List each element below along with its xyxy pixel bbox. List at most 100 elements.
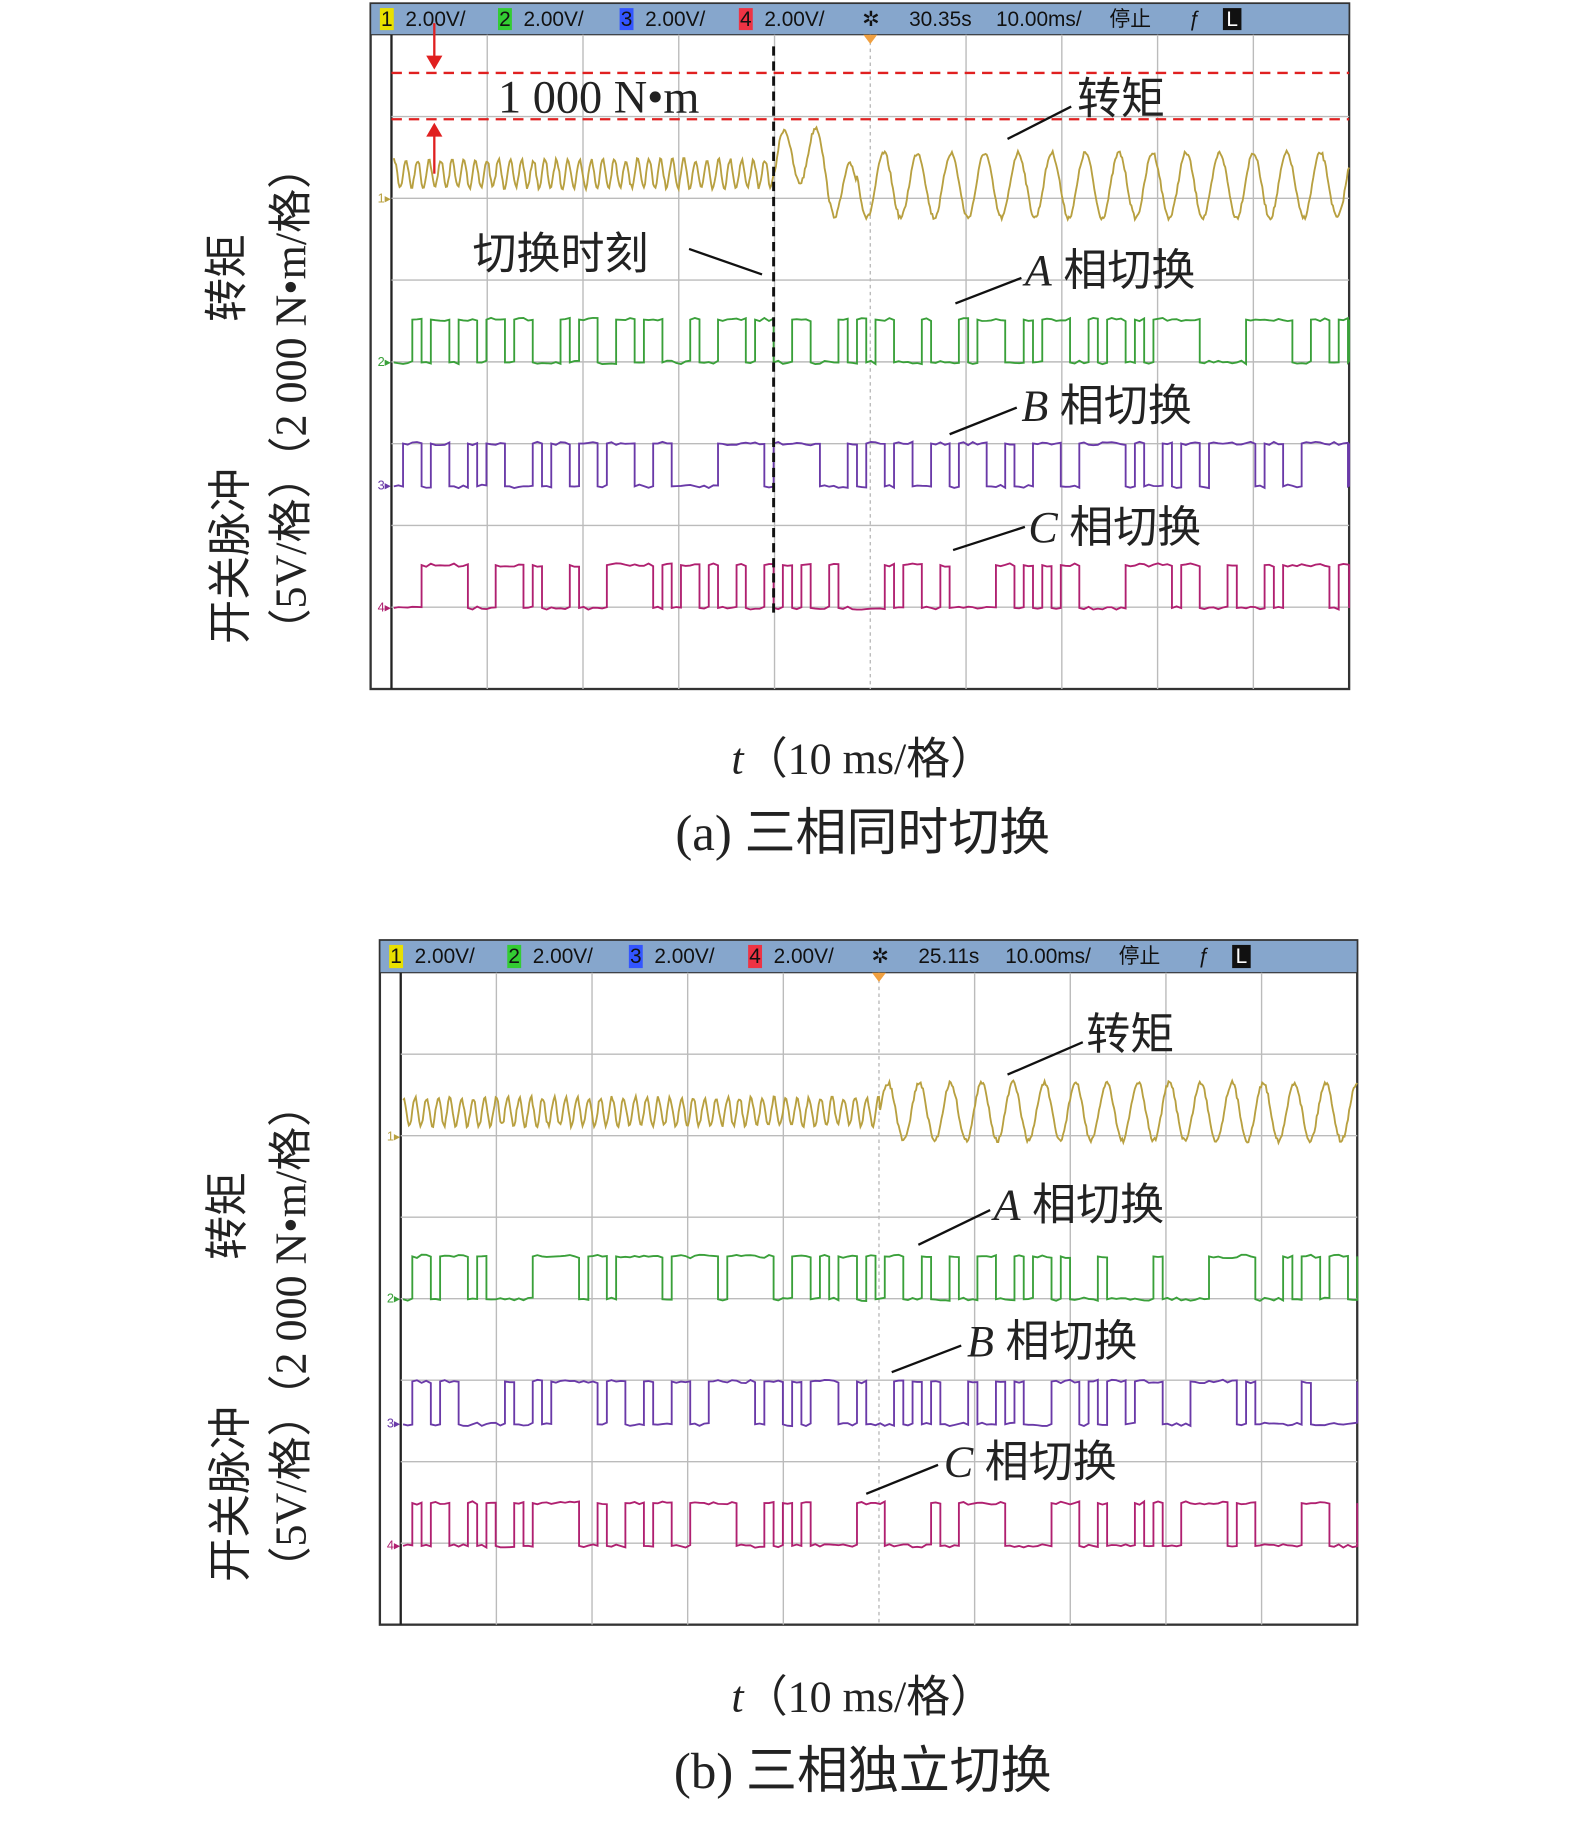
pulse-trace xyxy=(402,1378,1359,1428)
leader-line xyxy=(949,406,1018,436)
state: 停止 xyxy=(1119,945,1161,968)
arrow-head xyxy=(426,122,443,137)
leader-line xyxy=(954,276,1022,305)
channel-ref: 4▸ xyxy=(387,1537,401,1552)
timebase: 10.00ms/ xyxy=(1005,945,1091,968)
y-axis-label: 开关脉冲 xyxy=(206,1406,255,1582)
channel-scale: 2.00V/ xyxy=(764,8,824,31)
phase: B xyxy=(967,1317,994,1366)
screen xyxy=(369,2,1351,691)
trigger-edge: ƒ xyxy=(1197,945,1209,968)
channel-badge xyxy=(498,8,512,31)
channel-number: 3 xyxy=(630,945,642,968)
phase: A xyxy=(1022,246,1053,295)
y-axis-label: （2 000 N•m/格） xyxy=(266,1083,315,1419)
x-unit: （10 ms/格） xyxy=(744,1673,995,1722)
leader-line xyxy=(1007,1041,1084,1076)
annotation-text: 相切换 xyxy=(1063,246,1195,295)
annotation: 1 000 N•m xyxy=(498,72,699,123)
channel-ref: 3▸ xyxy=(387,1416,401,1431)
x-var: t xyxy=(731,735,745,784)
channel-badge xyxy=(389,944,404,969)
torque-trace xyxy=(402,1077,1358,1146)
torque-trace xyxy=(392,125,1350,223)
mode: L xyxy=(1226,8,1238,31)
annotation: C 相切换 xyxy=(944,1437,1117,1486)
acq-icon: ✲ xyxy=(862,8,879,31)
channel-scale: 2.00V/ xyxy=(654,945,714,968)
channel-badge xyxy=(507,944,522,969)
leader-line xyxy=(891,1344,962,1374)
pulse-trace xyxy=(393,440,1351,490)
annotation: 转矩 xyxy=(1077,74,1165,123)
trigger-marker xyxy=(872,972,886,982)
channel-number: 3 xyxy=(621,8,633,31)
y-axis-label: 转矩 xyxy=(203,1172,252,1260)
phase: B xyxy=(1021,381,1048,430)
leader-line xyxy=(952,525,1026,552)
channel-ref: 2▸ xyxy=(387,1291,401,1306)
caption: (a) 三相同时切换 xyxy=(675,806,1050,862)
channel-ref: 1▸ xyxy=(387,1129,401,1144)
caption: (b) 三相独立切换 xyxy=(674,1744,1052,1800)
y-axis-label: （2 000 N•m/格） xyxy=(266,145,315,481)
mode-badge xyxy=(1232,944,1251,969)
annotation-text: 相切换 xyxy=(1060,381,1192,430)
time: 25.11s xyxy=(918,945,979,968)
leader-line xyxy=(917,1209,991,1246)
timebase: 10.00ms/ xyxy=(996,8,1082,31)
x-unit: （10 ms/格） xyxy=(744,735,995,784)
channel-ref: 1▸ xyxy=(378,191,392,206)
channel-badge xyxy=(738,8,753,31)
channel-badge xyxy=(628,944,643,969)
mode: L xyxy=(1236,945,1248,968)
channel-ref: 4▸ xyxy=(378,599,392,614)
annotation: A 相切换 xyxy=(1022,246,1195,295)
channel-badge xyxy=(619,8,634,31)
channel-scale: 2.00V/ xyxy=(645,8,705,31)
x-var: t xyxy=(731,1673,745,1722)
x-axis-label: t（10 ms/格） xyxy=(731,735,994,784)
screen xyxy=(378,939,1359,1626)
annotation: 转矩 xyxy=(1086,1010,1174,1059)
channel-number: 4 xyxy=(740,8,752,31)
y-axis-label: （5V/格） xyxy=(266,455,315,653)
time: 30.35s xyxy=(909,8,972,31)
leader-line xyxy=(1006,105,1072,140)
channel-scale: 2.00V/ xyxy=(533,945,593,968)
channel-scale: 2.00V/ xyxy=(774,945,834,968)
phase: C xyxy=(1028,503,1058,552)
channel-ref: 2▸ xyxy=(378,354,392,369)
annotation: A 相切换 xyxy=(991,1180,1164,1229)
channel-number: 1 xyxy=(390,945,402,968)
annotation-text: 相切换 xyxy=(1005,1317,1137,1366)
annotation-text: 相切换 xyxy=(985,1437,1117,1486)
phase: A xyxy=(991,1180,1022,1229)
channel-scale: 2.00V/ xyxy=(523,8,583,31)
mode-badge xyxy=(1222,8,1242,31)
trigger-marker xyxy=(863,34,878,45)
trigger-edge: ƒ xyxy=(1188,8,1200,31)
acq-icon: ✲ xyxy=(871,945,888,968)
leader-line xyxy=(688,247,763,276)
channel-number: 2 xyxy=(508,945,520,968)
y-axis-label: 开关脉冲 xyxy=(206,468,255,644)
y-axis-label: 转矩 xyxy=(203,234,252,322)
annotation-text: 相切换 xyxy=(1069,503,1201,552)
leader-line xyxy=(865,1463,939,1495)
pulse-trace xyxy=(402,1499,1359,1550)
channel-number: 4 xyxy=(749,945,761,968)
channel-badge xyxy=(748,944,763,969)
y-axis-label: （5V/格） xyxy=(266,1392,315,1590)
channel-ref: 3▸ xyxy=(378,478,392,493)
x-axis-label: t（10 ms/格） xyxy=(731,1673,994,1722)
channel-badge xyxy=(379,8,394,31)
annotation: B 相切换 xyxy=(1021,381,1191,430)
annotation-text: 相切换 xyxy=(1032,1180,1164,1229)
status-bar xyxy=(370,2,1350,36)
annotation: C 相切换 xyxy=(1028,503,1201,552)
channel-number: 1 xyxy=(381,8,393,31)
annotation: 切换时刻 xyxy=(473,230,649,279)
annotation: B 相切换 xyxy=(967,1317,1137,1366)
